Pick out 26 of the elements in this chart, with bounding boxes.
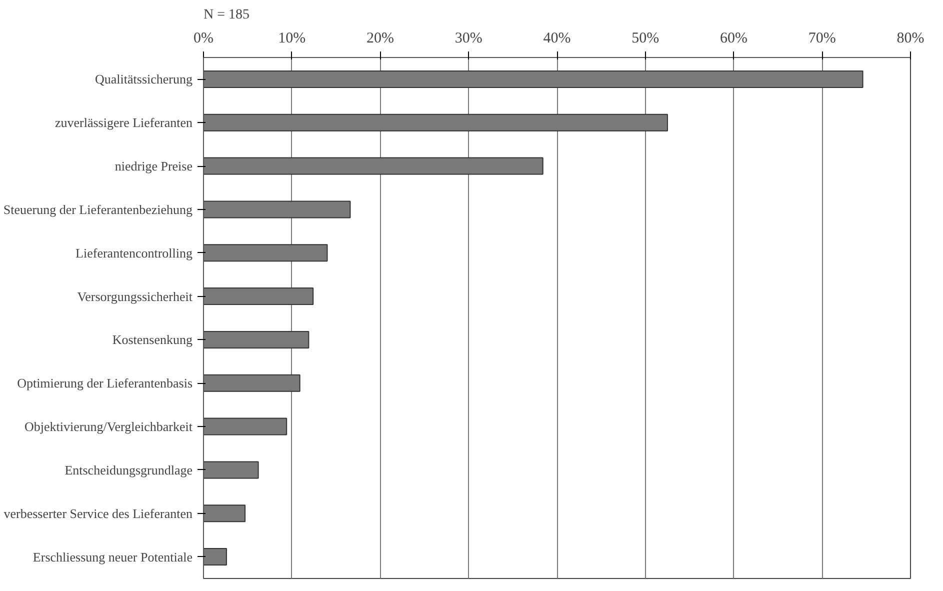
y-tick-label: Versorgungssicherheit xyxy=(77,288,193,304)
y-tick-label: Erschliessung neuer Potentiale xyxy=(32,549,193,564)
text: N = 185 xyxy=(204,8,250,22)
y-tick-label: niedrige Preise xyxy=(114,158,193,174)
bar xyxy=(204,548,227,566)
x-tick-label: 10% xyxy=(278,30,306,46)
x-tick-label: 60% xyxy=(720,30,748,46)
bar xyxy=(204,418,288,436)
x-tick-label: 70% xyxy=(808,30,836,46)
y-tick-label: zuverlässigere Lieferanten xyxy=(54,115,193,130)
y-tick-label: Optimierung der Lieferantenbasis xyxy=(17,376,192,391)
y-tick-label: Qualitätssicherung xyxy=(95,72,193,87)
x-tick-label: 50% xyxy=(632,30,660,46)
y-tick-label: Kostensenkung xyxy=(112,332,193,348)
bar xyxy=(204,504,246,522)
y-tick-label: verbesserter Service des Lieferanten xyxy=(4,506,193,521)
y-tick-label: Lieferantencontrolling xyxy=(76,245,193,260)
y-tick-label: Objektivierung/Vergleichbarkeit xyxy=(24,419,193,434)
x-tick-label: 40% xyxy=(543,30,571,46)
y-tick-label: Entscheidungsgrundlage xyxy=(64,462,193,478)
bar xyxy=(204,461,259,479)
x-tick-label: 20% xyxy=(366,30,394,46)
x-tick-label: 0% xyxy=(194,30,214,46)
x-tick-label: 80% xyxy=(896,30,924,46)
x-tick-label: 30% xyxy=(454,30,482,46)
y-tick-label: Steuerung der Lieferantenbeziehung xyxy=(3,202,193,217)
